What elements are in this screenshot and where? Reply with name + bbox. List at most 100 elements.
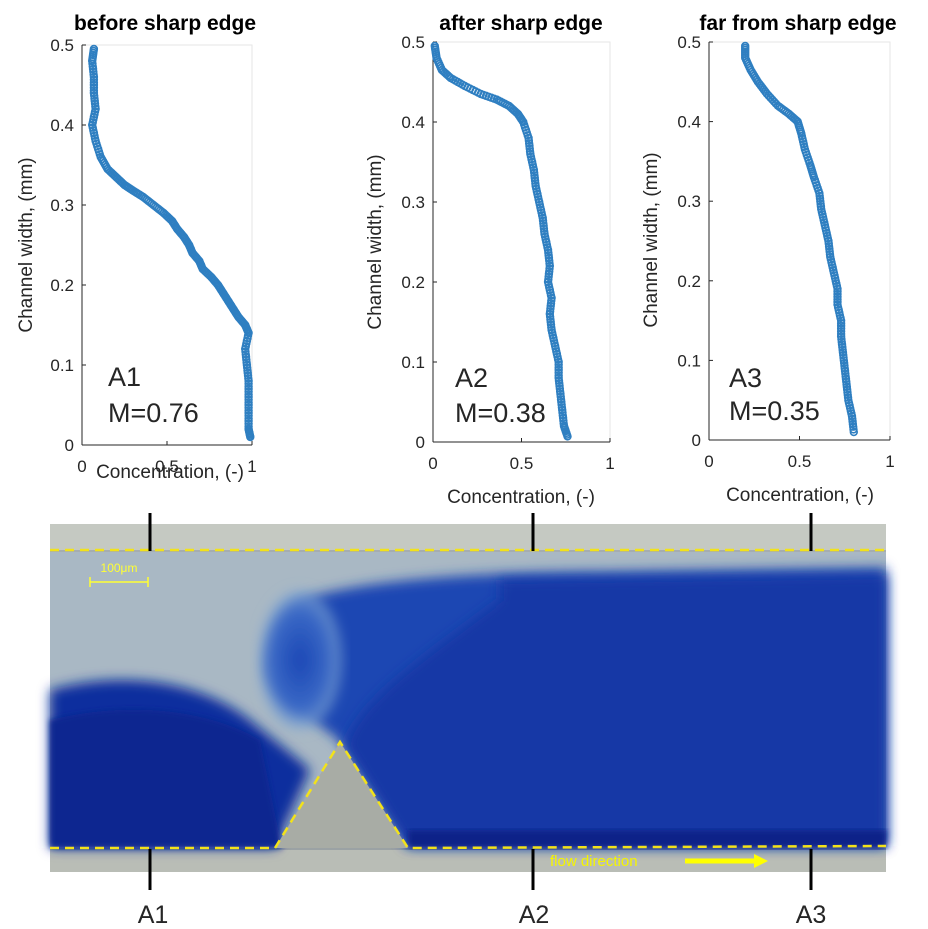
y-tick-label: 0: [692, 431, 701, 450]
data-point: [554, 365, 563, 375]
data-point: [244, 384, 253, 394]
flow-direction: flow direction: [550, 853, 768, 870]
x-tick-label: 0.5: [155, 457, 179, 476]
x-axis-label: Concentration, (-): [96, 462, 244, 483]
location-label: A2: [455, 363, 488, 393]
data-point: [244, 416, 253, 426]
data-point: [836, 329, 846, 339]
plot-frame: [81, 44, 253, 446]
data-point: [244, 376, 253, 386]
plot-title: after sharp edge: [439, 12, 602, 35]
data-point: [833, 289, 842, 299]
data-point: [244, 414, 253, 423]
data-point: [244, 400, 253, 410]
data-point: [89, 75, 99, 84]
y-axis-label: Channel width, (mm): [365, 154, 386, 329]
dye-flow: [50, 552, 886, 848]
y-tick-label: 0: [65, 436, 74, 455]
data-point: [554, 371, 563, 380]
y-tick-label: 0.2: [677, 272, 701, 291]
location-label: A3: [729, 363, 762, 393]
y-tick-label: 0.3: [50, 196, 74, 215]
y-tick-label: 0: [416, 433, 425, 452]
flow-direction-label: flow direction: [550, 853, 638, 870]
x-tick-label: 1: [885, 452, 894, 471]
data-point: [554, 363, 563, 372]
data-point: [89, 78, 99, 87]
x-tick-label: 0: [428, 454, 437, 473]
location-markers: A1 A2 A3: [138, 513, 827, 929]
data-point: [244, 411, 253, 420]
data-point: [244, 395, 253, 404]
y-tick-label: 0.4: [401, 113, 425, 132]
data-point: [244, 387, 253, 396]
data-point: [89, 72, 99, 82]
data-point: [849, 427, 858, 437]
plot-frame: [708, 41, 891, 441]
data-point: [554, 360, 563, 369]
location-a1: A1: [138, 901, 169, 929]
location-a3: A3: [796, 901, 827, 929]
scale-bar: 100μm: [89, 561, 149, 587]
data-point: [244, 379, 253, 388]
channel-photo: 100μm flow direction A1 A2 A3: [50, 513, 887, 929]
y-tick-label: 0.2: [50, 276, 74, 295]
top-wall: [50, 524, 886, 550]
location-label: A1: [108, 362, 141, 392]
y-tick-label: 0.2: [401, 273, 425, 292]
x-tick-label: 0: [704, 452, 713, 471]
x-tick-label: 0.5: [510, 454, 534, 473]
data-point: [836, 316, 846, 325]
y-axis-label: Channel width, (mm): [16, 157, 37, 332]
y-tick-label: 0.4: [677, 113, 701, 132]
mixing-index: M=0.35: [729, 396, 820, 426]
mixing-index: M=0.76: [108, 398, 199, 428]
y-ticks: 0 0.1 0.2 0.3 0.4 0.5: [677, 33, 713, 450]
y-tick-label: 0.3: [401, 193, 425, 212]
data-point: [244, 403, 253, 412]
dye-swirl: [258, 590, 342, 730]
y-ticks: 0 0.1 0.2 0.3 0.4 0.5: [401, 33, 437, 452]
data-point: [244, 398, 253, 407]
y-tick-label: 0.1: [677, 351, 701, 370]
y-tick-label: 0.5: [50, 36, 74, 55]
data-point: [833, 284, 842, 293]
data-point: [89, 83, 99, 92]
data-point: [563, 432, 572, 441]
plot-far-from-sharp-edge: far from sharp edge 00.10.20.30.40.5 0 0.…: [641, 12, 897, 506]
data-point: [836, 321, 846, 331]
bottom-wall: [50, 850, 886, 872]
data-series: [87, 44, 255, 442]
location-a2: A2: [519, 901, 550, 929]
data-point: [246, 432, 255, 442]
data-point: [554, 368, 563, 377]
data-point: [833, 292, 842, 301]
plot-before-sharp-edge: before sharp edge 00.10.20.30.40.5 0 0.5 1…: [16, 12, 257, 483]
data-point: [833, 287, 842, 296]
y-tick-label: 0.5: [401, 33, 425, 52]
x-tick-label: 1: [605, 454, 614, 473]
sharp-edge-obstacle: [275, 742, 408, 848]
plot-title: far from sharp edge: [699, 12, 896, 35]
data-point: [244, 406, 253, 415]
x-tick-label: 0: [77, 457, 86, 476]
scale-bar-label: 100μm: [101, 561, 138, 575]
data-series: [430, 41, 572, 441]
y-tick-label: 0.1: [50, 356, 74, 375]
y-tick-label: 0.4: [50, 116, 74, 135]
data-series: [740, 41, 858, 437]
plot-frame: [432, 41, 611, 443]
bottom-wall-outline: [50, 739, 887, 850]
data-point: [833, 295, 842, 304]
y-axis-label: Channel width, (mm): [641, 152, 662, 327]
data-point: [89, 86, 99, 95]
x-axis-label: Concentration, (-): [447, 487, 595, 508]
plot-after-sharp-edge: after sharp edge 00.10.20.30.40.5 0 0.5 1 …: [365, 12, 615, 508]
data-point: [244, 390, 253, 399]
x-axis-label: Concentration, (-): [726, 485, 874, 506]
data-point: [833, 297, 842, 307]
data-point: [244, 382, 253, 391]
data-point: [244, 392, 253, 402]
x-tick-label: 0.5: [788, 452, 812, 471]
